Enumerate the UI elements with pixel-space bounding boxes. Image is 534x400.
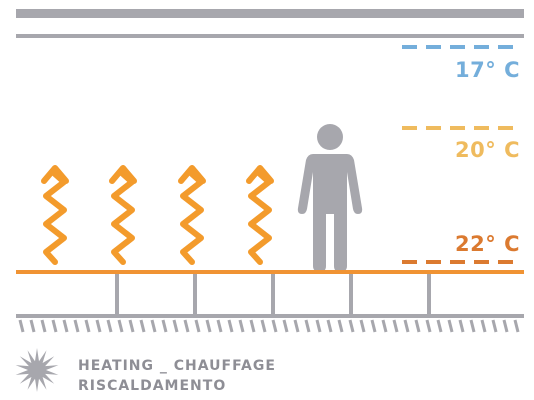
subfloor-line: [16, 314, 524, 318]
ceiling-line: [16, 34, 524, 38]
floor-joists: [115, 274, 431, 314]
legend-label-line2: RISCALDAMENTO: [78, 378, 227, 394]
ground-hatch: [18, 319, 520, 333]
heat-wave-arrow-icon: [41, 165, 69, 265]
heat-wave-arrow-icon: [246, 165, 274, 265]
heat-arrows: [41, 165, 274, 265]
heat-wave-arrow-icon: [109, 165, 137, 265]
heat-wave-arrow-icon: [178, 165, 206, 265]
starburst-icon: [15, 348, 59, 392]
temp-label-20: 20° C: [455, 138, 520, 162]
person-icon: [297, 124, 363, 272]
ceiling-slab: [16, 9, 524, 18]
legend-label-line1: HEATING _ CHAUFFAGE: [78, 358, 276, 374]
temp-label-17: 17° C: [455, 58, 520, 82]
temp-label-22: 22° C: [455, 232, 520, 256]
heated-floor: [16, 270, 524, 274]
